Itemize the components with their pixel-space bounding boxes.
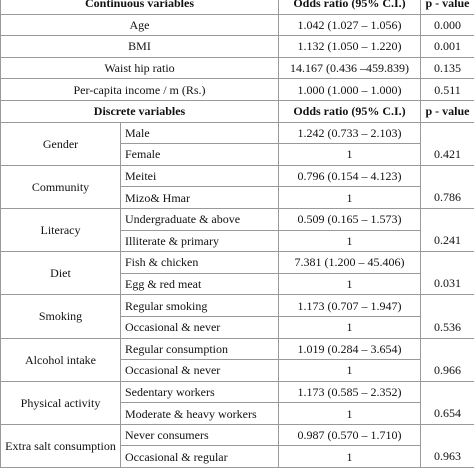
section-header: Continuous variables [0,0,279,15]
odds-ratio: 1 [278,229,421,253]
odds-ratio: 1 [278,143,421,166]
column-header: p - value [420,99,474,123]
subcategory-label: Illiterate & primary [120,229,279,253]
column-header: p - value [420,0,474,15]
odds-ratio: 1 [278,186,421,209]
odds-ratio: 1 [278,315,421,339]
table-row: Moderate & heavy workers 1 [1,402,474,425]
odds-ratio: 1.000 (1.000 – 1.000) [278,78,421,101]
table-row: Per-capita income / m (Rs.) 1.000 (1.000 … [0,78,474,101]
p-value: 0.511 [420,78,474,101]
odds-ratio: 1 [278,272,421,296]
odds-ratio: 1.173 (0.707 – 1.947) [278,294,421,317]
table-row: Egg & red meat 1 [1,272,474,296]
table-row: Female 1 [1,143,474,166]
table-row: Occasional & never 1 [1,315,474,339]
odds-ratio: 0.509 (0.165 – 1.573) [278,207,421,231]
table-row: BMI 1.132 (1.050 – 1.220) 0.001 [0,35,474,58]
subcategory-label: Regular consumption [120,337,279,361]
table-row: Smoking Regular smoking 1.173 (0.707 – 1.9… [0,294,474,339]
table-row: Literacy Undergraduate & above 0.509 (0.16… [0,207,474,253]
odds-ratio: 1.173 (0.585 – 2.352) [278,380,421,404]
subcategory-label: Meitei [120,164,279,188]
p-value: 0.421 [420,121,474,166]
group-label: Alcohol intake [0,337,121,382]
table-row: Continuous variables Odds ratio (95% C.I.… [0,0,474,15]
subcategory-label: Moderate & heavy workers [120,402,279,425]
odds-ratio: 1.042 (1.027 – 1.056) [278,13,421,37]
variable-label: BMI [0,35,279,58]
table-row: Age 1.042 (1.027 – 1.056) 0.000 [0,13,474,37]
subcategory-label: Fish & chicken [120,251,279,274]
subcategory-label: Sedentary workers [120,380,279,404]
subcategory-label: Occasional & regular [120,445,279,469]
p-value: 0.963 [420,423,474,469]
table-row: Community Meitei 0.796 (0.154 – 4.123) 0.78… [0,164,474,209]
odds-ratio: 1.019 (0.284 – 3.654) [278,337,421,361]
subcategory-label: Male [120,121,279,145]
odds-ratio: 1.132 (1.050 – 1.220) [278,35,421,58]
table-row: Mizo& Hmar 1 [1,186,474,209]
p-value: 0.654 [420,380,474,425]
subcategory-label: Regular smoking [120,294,279,317]
variable-label: Waist hip ratio [0,56,279,80]
group-label: Diet [0,251,121,296]
odds-ratio: 7.381 (1.200 – 45.406) [278,251,421,274]
p-value: 0.241 [420,207,474,253]
p-value: 0.966 [420,337,474,382]
table-row: Gender Male 1.242 (0.733 – 2.103) 0.421 [0,121,474,166]
table-row: Extra salt consumption Never consumers 0.9… [0,423,474,469]
p-value: 0.000 [420,13,474,37]
subcategory-label: Occasional & never [120,359,279,382]
group-label: Physical activity [0,380,121,425]
table-row: Occasional & regular 1 [1,445,474,469]
subcategory-label: Egg & red meat [120,272,279,296]
table-row: Illiterate & primary 1 [1,229,474,253]
subcategory-label: Never consumers [120,423,279,447]
group-label: Literacy [0,207,121,253]
column-header: Odds ratio (95% C.I.) [278,0,421,15]
p-value: 0.031 [420,251,474,296]
table-row: Physical activity Sedentary workers 1.173 … [0,380,474,425]
odds-ratio: 1.242 (0.733 – 2.103) [278,121,421,145]
table-row: Waist hip ratio 14.167 (0.436 –459.839) 0.… [0,56,474,80]
group-label: Gender [0,121,121,166]
table-row: Discrete variables Odds ratio (95% C.I.) p… [0,99,474,123]
odds-ratio: 1 [278,359,421,382]
p-value: 0.135 [420,56,474,80]
p-value: 0.536 [420,294,474,339]
odds-ratio: 1 [278,445,421,469]
p-value: 0.001 [420,35,474,58]
column-header: Odds ratio (95% C.I.) [278,99,421,123]
group-label: Community [0,164,121,209]
subcategory-label: Female [120,143,279,166]
group-label: Extra salt consumption [0,423,121,469]
subcategory-label: Occasional & never [120,315,279,339]
table-row: Diet Fish & chicken 7.381 (1.200 – 45.406)… [0,251,474,296]
subcategory-label: Mizo& Hmar [120,186,279,209]
section-header: Discrete variables [0,99,279,123]
variable-label: Age [0,13,279,37]
variable-label: Per-capita income / m (Rs.) [0,78,279,101]
odds-ratio: 1 [278,402,421,425]
table-row: Alcohol intake Regular consumption 1.019 (… [0,337,474,382]
group-label: Smoking [0,294,121,339]
odds-ratio: 14.167 (0.436 –459.839) [278,56,421,80]
odds-ratio: 0.796 (0.154 – 4.123) [278,164,421,188]
odds-ratio: 0.987 (0.570 – 1.710) [278,423,421,447]
p-value: 0.786 [420,164,474,209]
subcategory-label: Undergraduate & above [120,207,279,231]
